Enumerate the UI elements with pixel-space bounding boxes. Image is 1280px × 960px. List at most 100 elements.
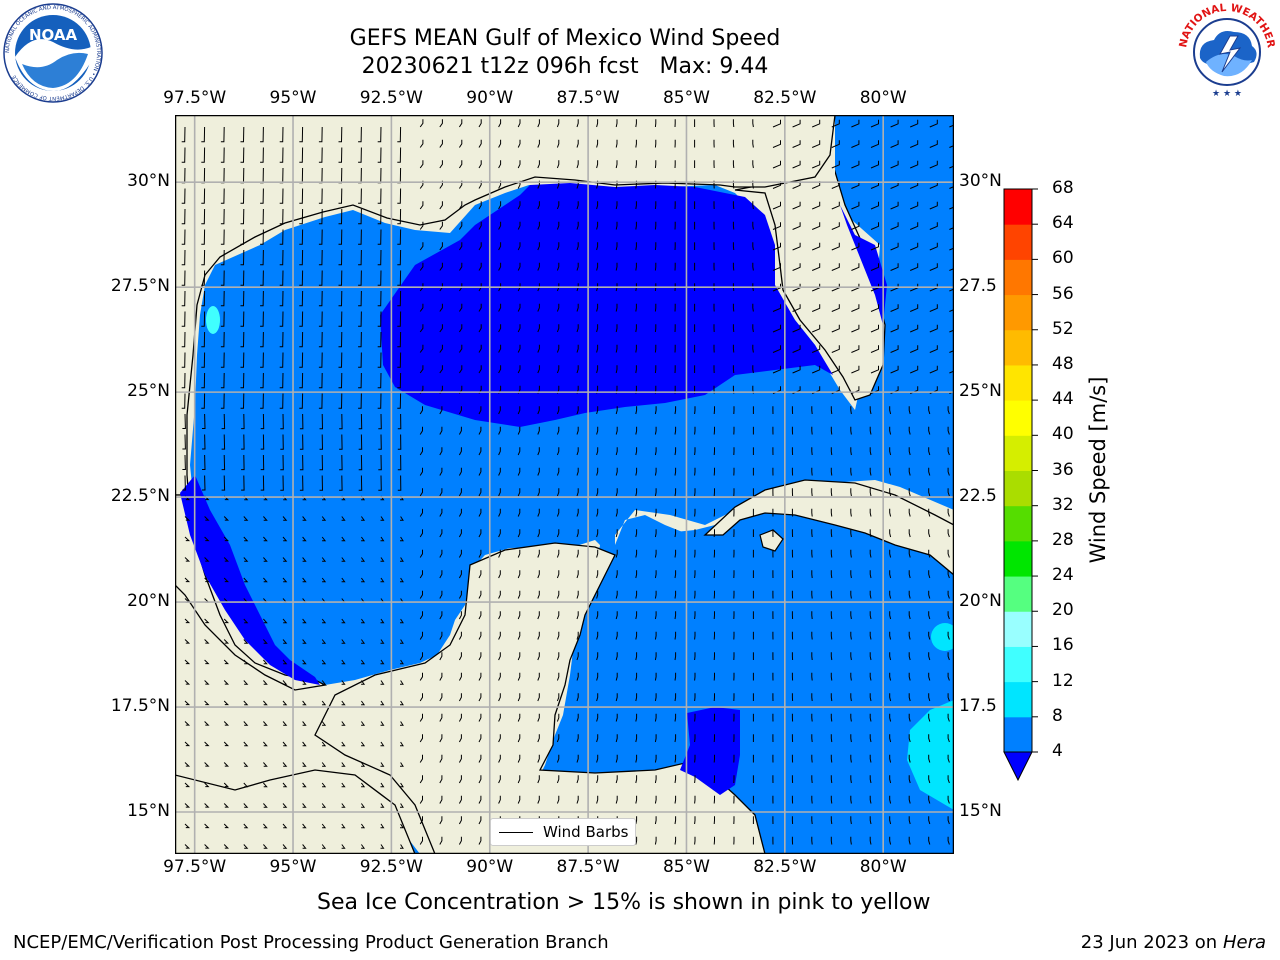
wind-barb-761 [204, 516, 210, 521]
wind-barb-1158 [928, 693, 931, 702]
wind-barb-115 [870, 160, 879, 169]
wind-barb-1288 [341, 782, 346, 788]
wind-barb-1088 [341, 680, 346, 685]
wind-barb-46 [299, 147, 304, 163]
wind-barb-970 [380, 618, 385, 624]
wind-barb-1322 [223, 803, 230, 808]
wind-barb-864 [654, 549, 657, 558]
wind-barb-96 [498, 160, 502, 169]
wind-barb-17 [517, 119, 521, 128]
gridlines [175, 115, 954, 854]
wind-barb-501 [596, 365, 599, 374]
wind-barb-854 [458, 549, 462, 558]
wind-barb-319 [949, 267, 954, 271]
wind-barb-759 [947, 488, 950, 497]
wind-barb-1324 [263, 803, 268, 808]
wind-barb-1439 [947, 836, 950, 845]
wind-barb-233 [831, 222, 840, 230]
wind-barb-1337 [517, 795, 521, 804]
wind-barb-495 [478, 365, 482, 374]
wind-barb-49 [358, 147, 362, 163]
wind-barb-566 [299, 413, 304, 430]
wind-barb-766 [302, 516, 307, 521]
wind-barb-1355 [869, 795, 872, 804]
wind-barb-330 [377, 290, 382, 307]
wind-barb-472 [812, 345, 821, 353]
wind-barb-685 [280, 475, 284, 491]
wind-barb-195 [870, 201, 879, 210]
wind-barb-22 [615, 119, 618, 128]
wind-speed-band-8-12-east-small [931, 623, 954, 651]
wind-barb-79 [949, 144, 954, 148]
wind-barb-598 [928, 406, 931, 415]
wind-barb-4 [260, 126, 264, 143]
wind-barb-753 [830, 488, 833, 497]
wind-barb-274 [851, 242, 860, 251]
wind-barb-618 [537, 426, 540, 435]
lat-tick-left-6: 15°N [127, 801, 170, 821]
wind-barb-20 [576, 119, 579, 128]
wind-barb-285 [279, 270, 284, 286]
wind-barb-40 [181, 147, 186, 163]
wind-barb-527 [318, 393, 323, 409]
wind-barb-181 [596, 201, 599, 210]
wind-barb-391 [792, 304, 801, 312]
wind-barb-645 [280, 454, 284, 471]
wind-barb-745 [674, 488, 677, 497]
wind-barb-16 [498, 119, 502, 128]
wind-barb-633 [830, 426, 833, 435]
wind-barb-370 [377, 311, 382, 327]
wind-barb-894 [458, 570, 462, 579]
wind-barb-76 [890, 140, 899, 148]
wind-barb-217 [517, 221, 521, 230]
wind-barb-97 [517, 160, 521, 169]
wind-barb-1329 [360, 803, 366, 808]
wind-barb-595 [869, 406, 872, 415]
wind-barb-1366 [302, 823, 307, 829]
wind-barb-461 [596, 344, 599, 353]
wind-barb-658 [537, 447, 540, 456]
wind-barb-1328 [341, 803, 346, 808]
wind-barb-975 [478, 611, 482, 620]
wind-barb-361 [201, 311, 206, 327]
wind-barb-103 [635, 160, 637, 169]
wind-barb-846 [302, 557, 307, 562]
wind-barb-397 [910, 304, 919, 312]
wind-barb-292 [419, 262, 424, 271]
wind-barb-1036 [889, 631, 892, 640]
wind-barb-61 [596, 139, 599, 148]
wind-barb-1078 [928, 652, 931, 661]
wind-barb-516 [890, 365, 899, 374]
colorbar-segment-60-64 [1004, 224, 1032, 260]
wind-barb-1094 [458, 672, 462, 681]
wind-barb-191 [792, 201, 801, 210]
wind-barb-760 [184, 516, 191, 521]
wind-barb-837 [908, 529, 911, 538]
wind-barb-1181 [596, 713, 599, 722]
wind-barb-1245 [282, 762, 288, 767]
wind-barb-899 [556, 570, 560, 579]
wind-barb-635 [869, 426, 872, 435]
wind-barb-1001 [204, 639, 210, 644]
wind-barb-1414 [458, 836, 462, 845]
wind-barb-940 [576, 590, 579, 599]
wind-barb-178 [537, 201, 540, 210]
wind-barb-1054 [458, 652, 462, 661]
wind-barb-430 [772, 324, 781, 333]
wind-barb-641 [202, 454, 206, 470]
colorbar-tick-0: 4 [1052, 741, 1063, 761]
wind-barb-279 [949, 247, 954, 251]
wind-barb-258 [537, 242, 540, 251]
wind-barb-1220 [576, 734, 579, 743]
wind-barb-612 [419, 426, 423, 435]
wind-barb-73 [831, 140, 840, 148]
colorbar-segment-36-40 [1004, 435, 1032, 471]
wind-barb-257 [517, 242, 521, 251]
wind-barb-315 [870, 263, 879, 271]
wind-barb-7 [318, 126, 323, 143]
wind-barb-1185 [674, 713, 677, 722]
wind-barb-861 [596, 549, 599, 558]
footer-date: 23 Jun 2023 on Hera [1081, 932, 1266, 953]
wind-barb-679 [947, 447, 950, 456]
wind-barb-1242 [223, 762, 230, 767]
